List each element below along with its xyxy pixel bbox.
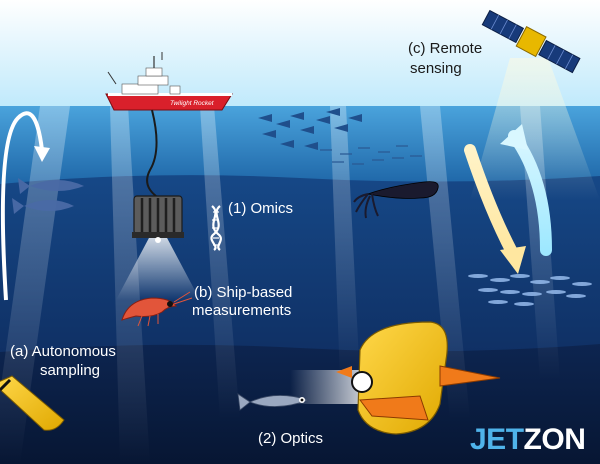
remote-sensing-label-line2: sensing bbox=[410, 60, 462, 77]
logo-part-2: ZON bbox=[523, 423, 586, 456]
jetzon-logo: JETZON bbox=[470, 423, 586, 456]
tuna-school bbox=[12, 178, 84, 214]
remote-sensing-arrows bbox=[464, 124, 552, 274]
research-ship: Twilight Rocket bbox=[105, 52, 233, 111]
ship-based-label-line1: (b) Ship-based bbox=[194, 284, 293, 301]
omics-label: (1) Omics bbox=[228, 200, 293, 217]
krill-icon bbox=[121, 291, 193, 327]
autonomous-label-line1: (a) Autonomous bbox=[10, 343, 116, 360]
satellite bbox=[470, 9, 600, 200]
autonomous-label-line2: sampling bbox=[40, 362, 101, 379]
autonomous-glider bbox=[0, 375, 65, 431]
fish-silhouettes bbox=[320, 145, 422, 165]
ctd-rosette bbox=[116, 109, 200, 300]
squid-icon bbox=[353, 181, 439, 219]
logo-part-1: JET bbox=[470, 423, 524, 456]
fish-school bbox=[258, 108, 362, 150]
ship-name: Twilight Rocket bbox=[170, 100, 215, 107]
remote-sensing-label-line1: (c) Remote bbox=[408, 40, 483, 57]
fish-icon bbox=[237, 393, 310, 411]
optics-vehicle bbox=[290, 321, 501, 435]
twilight-zone-layer bbox=[0, 175, 600, 360]
zooplankton-swarm bbox=[468, 274, 592, 306]
dna-icon bbox=[210, 205, 222, 251]
ship-based-label-line2: measurements bbox=[192, 302, 292, 319]
vertical-migration-arrow-left bbox=[0, 111, 50, 301]
optics-label: (2) Optics bbox=[258, 430, 324, 447]
